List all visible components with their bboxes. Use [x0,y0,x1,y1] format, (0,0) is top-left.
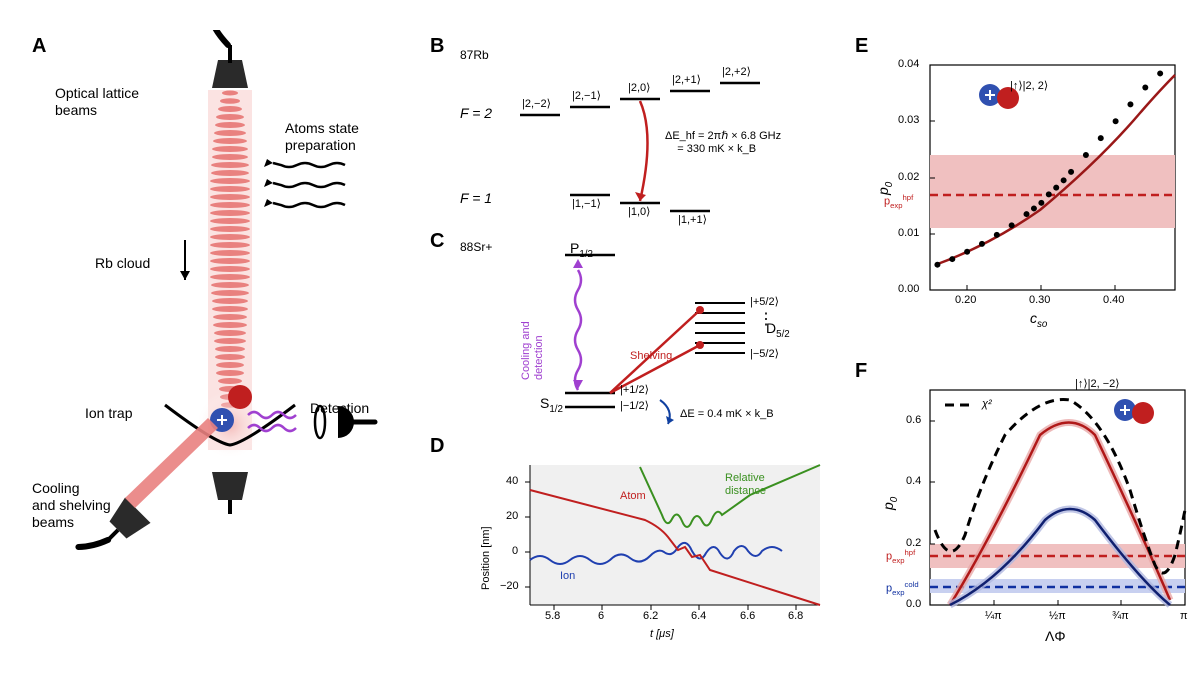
panelC-dE: ΔE = 0.4 mK × k_B [680,408,774,421]
E-state: |↑⟩|2, 2⟩ [1010,80,1048,93]
lvl-2-0: |2,0⟩ [628,82,650,95]
lvl-1-m1: |1,−1⟩ [572,198,601,211]
eyt1: 0.01 [898,227,919,240]
labelA-cooling: Cooling and shelving beams [32,480,111,530]
eyt4: 0.04 [898,58,919,71]
panelC-Sm: |−1/2⟩ [620,400,649,413]
eyt0: 0.00 [898,283,919,296]
ext1: 0.30 [1029,294,1050,307]
panelF-svg [880,380,1200,655]
F-ylabel: p0 [880,497,901,510]
F-pcold: pexpcold [886,580,919,597]
F-phf: pexphpf [886,548,915,565]
panelC-S: S1/2 [540,395,563,416]
panelD-svg [490,455,830,640]
fyt0: 0.0 [906,598,921,611]
lvl-2-m1: |2,−1⟩ [572,90,601,103]
F-xlabel: ΛΦ [1045,628,1066,645]
fxt2: ¾π [1112,610,1129,623]
panel-label-C: C [430,230,444,253]
panelC-P: P1/2 [570,240,593,261]
E-xlabel: cso [1030,310,1047,331]
panelB-svg [460,45,860,225]
dxt5: 6.8 [788,610,803,623]
dxt1: 6 [598,610,604,623]
d-rel: Relative distance [725,472,766,498]
fyt2: 0.4 [906,475,921,488]
panelB-F1: F = 1 [460,190,492,207]
dxt2: 6.2 [643,610,658,623]
panelC-cooling: Cooling and detection [520,321,546,380]
panelD-ylabel: Position [nm] [480,526,493,590]
F-chi2: χ² [982,398,992,411]
labelA-optical: Optical lattice beams [55,85,139,119]
ext0: 0.20 [955,294,976,307]
fxt0: ¼π [985,610,1002,623]
labelA-iontrap: Ion trap [85,405,132,422]
labelA-rbcloud: Rb cloud [95,255,150,272]
panelD-xlabel: t [μs] [650,628,674,641]
fxt3: π [1180,610,1188,623]
panelC-Dbot: |−5/2⟩ [750,348,779,361]
lvl-2-p1: |2,+1⟩ [672,74,701,87]
dyt1: 0 [512,545,518,558]
panelC-Sp: |+1/2⟩ [620,384,649,397]
labelA-detection: Detection [310,400,369,417]
dxt4: 6.6 [740,610,755,623]
d-ion: Ion [560,570,575,583]
E-phf: pexphpf [884,193,913,210]
dyt0: −20 [500,580,519,593]
panel-label-D: D [430,435,444,458]
panelC-isotope: 88Sr+ [460,240,492,254]
fyt3: 0.6 [906,414,921,427]
panelC-Ddots: ⋮ [758,310,774,329]
lvl-2-m2: |2,−2⟩ [522,98,551,111]
lvl-1-0: |1,0⟩ [628,206,650,219]
panelC-shelving: Shelving [630,350,672,363]
dyt3: 40 [506,475,518,488]
eyt3: 0.03 [898,114,919,127]
dxt0: 5.8 [545,610,560,623]
lvl-1-p1: |1,+1⟩ [678,214,707,227]
panelB-isotope: 87Rb [460,48,489,62]
panelC-Dtop: |+5/2⟩ [750,296,779,309]
dyt2: 20 [506,510,518,523]
panelB-F2: F = 2 [460,105,492,122]
labelA-atomsprep: Atoms state preparation [285,120,359,154]
panelB-hf: ΔE_hf = 2πℏ × 6.8 GHz = 330 mK × k_B [665,130,781,156]
lvl-2-p2: |2,+2⟩ [722,66,751,79]
F-state: |↑⟩|2, −2⟩ [1075,378,1120,391]
fyt1: 0.2 [906,537,921,550]
d-atom: Atom [620,490,646,503]
fxt1: ½π [1049,610,1066,623]
ext2: 0.40 [1103,294,1124,307]
panel-label-B: B [430,35,444,58]
eyt2: 0.02 [898,171,919,184]
dxt3: 6.4 [691,610,706,623]
